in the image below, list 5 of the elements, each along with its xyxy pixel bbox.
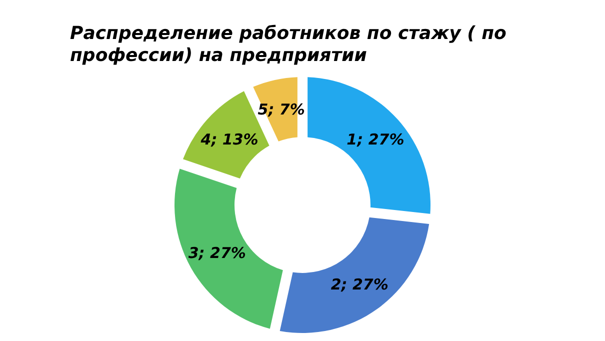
slice-label: 4; 13%: [200, 130, 258, 149]
slice-label: 3; 27%: [188, 244, 246, 262]
chart-title: Распределение работников по стажу ( по профессии) на предприятии: [70, 23, 506, 66]
slice-label: 2; 27%: [330, 276, 388, 294]
slice-label: 1; 27%: [346, 130, 404, 149]
